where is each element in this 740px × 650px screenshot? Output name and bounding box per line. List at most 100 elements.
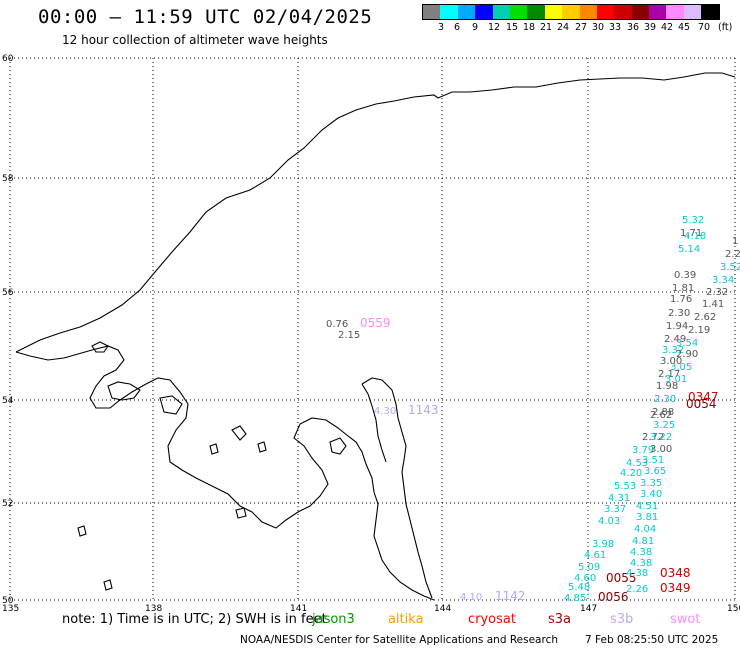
legend-label: 15 xyxy=(506,22,519,33)
legend-swatch xyxy=(579,5,597,19)
observation-value: 2.19 xyxy=(688,325,710,336)
observation-value: 4.30 xyxy=(374,406,396,417)
observation-value: 1.98 xyxy=(656,381,678,392)
observation-value: 3.22 xyxy=(650,432,672,443)
legend-label: 21 xyxy=(540,22,553,33)
legend-label: 18 xyxy=(523,22,536,33)
longitude-label: 141 xyxy=(290,604,307,614)
observation-value: 2.62 xyxy=(650,410,672,421)
latitude-label: 50 xyxy=(2,596,14,606)
observation-value: 3.54 xyxy=(676,338,698,349)
observation-value: 3.79 xyxy=(632,445,654,456)
legend-label: 3 xyxy=(438,22,445,33)
observation-value: 2.49 xyxy=(664,334,686,345)
observation-value: 2.62 xyxy=(694,312,716,323)
longitude-label: 138 xyxy=(145,604,162,614)
observation-value: 3.25 xyxy=(653,420,675,431)
observation-value: 4.60 xyxy=(574,573,596,584)
observation-value: 4.53 xyxy=(626,458,648,469)
satellite-label-cryosat: cryosat xyxy=(468,612,516,627)
observation-value: 0349 xyxy=(660,581,691,595)
legend-label: 70 xyxy=(698,22,711,33)
observation-value: 4.61 xyxy=(584,550,606,561)
legend-label: 45 xyxy=(678,22,691,33)
legend-label: 6 xyxy=(454,22,461,33)
observation-value: 2.32 xyxy=(706,287,728,298)
generation-timestamp: 7 Feb 08:25:50 UTC 2025 xyxy=(585,634,719,646)
latitude-label: 58 xyxy=(2,174,14,184)
observation-value: 0056 xyxy=(598,590,629,604)
observation-value: 1 xyxy=(732,236,738,247)
latitude-label: 52 xyxy=(2,499,13,509)
observation-value: 3.00 xyxy=(660,356,682,367)
observation-value: 4.03 xyxy=(598,516,620,527)
observation-value: 4.38 xyxy=(626,568,648,579)
observation-value: 2.88 xyxy=(652,407,674,418)
map-grid xyxy=(9,57,736,601)
observation-value: 5.32 xyxy=(682,215,704,226)
observation-value: 4.18 xyxy=(684,231,706,242)
observation-value: 4.85 xyxy=(564,593,586,604)
observation-value: 3.32 xyxy=(662,345,684,356)
observation-value: 2.15 xyxy=(338,330,360,341)
observation-value: 3.01 xyxy=(665,374,687,385)
observation-value: 0347 xyxy=(688,390,719,404)
longitude-label: 150 xyxy=(727,604,740,614)
legend-swatch xyxy=(683,5,702,19)
legend-swatch xyxy=(544,5,563,19)
observation-value: 2.2 xyxy=(725,249,740,260)
observation-value: 1.81 xyxy=(672,283,694,294)
legend-label: 42 xyxy=(661,22,674,33)
observation-value: 5.14 xyxy=(678,244,700,255)
observation-value: 5.53 xyxy=(614,481,636,492)
observation-value: 4.04 xyxy=(634,524,656,535)
observation-value: 3.00 xyxy=(650,444,672,455)
observation-value: 3.35 xyxy=(640,478,662,489)
observation-value: 2.30 xyxy=(654,394,676,405)
observation-value: 1.94 xyxy=(666,321,688,332)
legend-label: 12 xyxy=(488,22,501,33)
observation-value: 1.41 xyxy=(702,299,724,310)
observation-value: 4.10 xyxy=(460,592,482,603)
observation-value: 4.38 xyxy=(630,547,652,558)
longitude-label: 135 xyxy=(2,604,19,614)
legend-label: 9 xyxy=(472,22,479,33)
legend-swatch xyxy=(475,5,493,19)
legend-label: 30 xyxy=(592,22,605,33)
observation-value: 3.98 xyxy=(592,539,614,550)
observation-value: 1.76 xyxy=(670,294,692,305)
observation-value: 1142 xyxy=(495,589,526,603)
legend-swatch xyxy=(631,5,650,19)
legend-swatch xyxy=(492,5,510,19)
wave-height-legend: 3 6 9 12 15 18 21 24 27 30 33 36 39 42 45 70 (ft) xyxy=(422,4,732,36)
observation-value: 3.51 xyxy=(642,455,664,466)
observation-value: 2.72 xyxy=(642,432,664,443)
observation-value: 2.17 xyxy=(658,369,680,380)
footer-note: note: 1) Time is in UTC; 2) SWH is in fe… xyxy=(62,612,327,627)
observation-value: 2.30 xyxy=(668,308,690,319)
legend-swatch xyxy=(596,5,615,19)
observation-value: 4.38 xyxy=(630,558,652,569)
legend-swatch xyxy=(666,5,684,19)
latitude-label: 56 xyxy=(2,288,14,298)
satellite-label-s3a: s3a xyxy=(548,612,572,627)
coastline xyxy=(15,72,736,601)
legend-swatch xyxy=(440,5,458,19)
satellite-label-jason3: jason3 xyxy=(312,612,355,627)
observation-value: 1.71 xyxy=(680,228,702,239)
legend-swatch xyxy=(423,5,441,19)
legend-swatch xyxy=(527,5,545,19)
legend-swatch xyxy=(649,5,667,19)
latitude-label: 54 xyxy=(2,396,14,406)
legend-label: 36 xyxy=(627,22,640,33)
map-subtitle: 12 hour collection of altimeter wave hei… xyxy=(62,33,328,47)
legend-swatch xyxy=(562,5,580,19)
observation-value: 0559 xyxy=(360,316,391,330)
observation-value: 4.81 xyxy=(632,536,654,547)
satellite-label-swot: swot xyxy=(670,612,701,627)
observation-value: 0054 xyxy=(686,397,717,411)
observation-value: 0055 xyxy=(606,571,637,585)
observation-value: 3.37 xyxy=(604,504,626,515)
